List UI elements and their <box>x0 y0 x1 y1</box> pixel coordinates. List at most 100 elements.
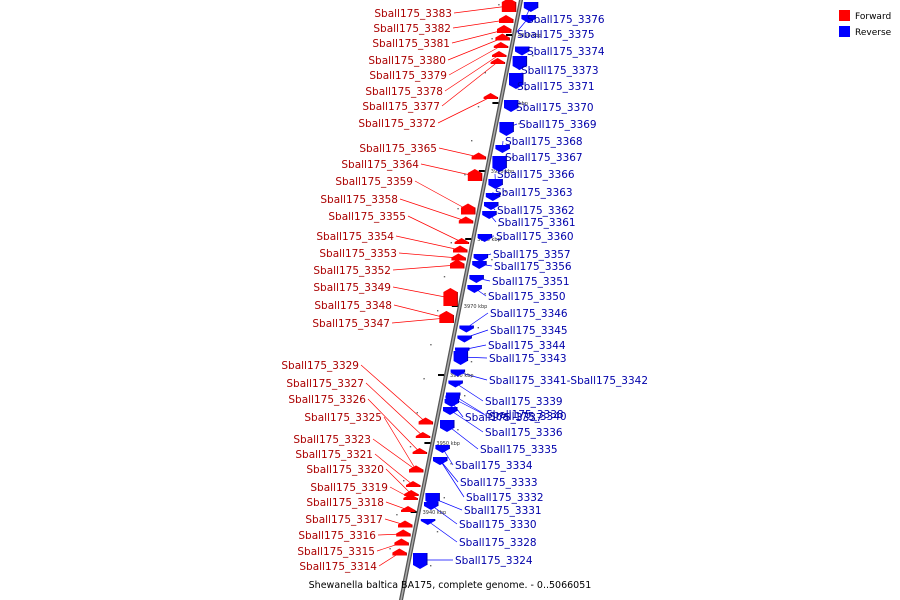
reverse-gene-label[interactable]: Sball175_3368 <box>505 136 583 148</box>
forward-gene-label[interactable]: Sball175_3383 <box>374 8 452 20</box>
forward-gene-label[interactable]: Sball175_3325 <box>304 412 382 424</box>
forward-gene-label[interactable]: Sball175_3317 <box>305 514 383 526</box>
reverse-gene-label[interactable]: Sball175_3356 <box>494 261 572 273</box>
reverse-gene-label[interactable]: Sball175_3338 <box>486 409 564 421</box>
forward-gene-Sball175_3379 <box>493 42 509 48</box>
reverse-gene-label[interactable]: Sball175_3361 <box>498 217 576 229</box>
reverse-gene-label[interactable]: Sball175_3330 <box>459 519 537 531</box>
forward-gene-Sball175_3378 <box>492 51 507 57</box>
forward-gene-label[interactable]: Sball175_3323 <box>293 434 371 446</box>
reverse-gene-label[interactable]: Sball175_3345 <box>490 325 568 337</box>
forward-gene-label[interactable]: Sball175_3358 <box>320 194 398 206</box>
forward-gene-label[interactable]: Sball175_3382 <box>373 23 451 35</box>
legend: Forward Reverse <box>839 10 892 38</box>
forward-gene-label[interactable]: Sball175_3379 <box>369 70 447 82</box>
forward-gene-label[interactable]: Sball175_3326 <box>288 394 366 406</box>
reverse-gene-label[interactable]: Sball175_3376 <box>527 14 605 26</box>
reverse-gene-label[interactable]: Sball175_3333 <box>460 477 538 489</box>
reverse-gene-label[interactable]: Sball175_3362 <box>497 205 575 217</box>
forward-gene-label[interactable]: Sball175_3354 <box>316 231 394 243</box>
forward-gene-label[interactable]: Sball175_3319 <box>310 482 388 494</box>
minor-tick <box>389 548 391 550</box>
leader-line <box>427 520 458 543</box>
scale-tick-label: 4010 kbp <box>518 33 542 39</box>
leader-line <box>399 198 466 222</box>
reverse-gene-label[interactable]: Sball175_3375 <box>517 29 595 41</box>
reverse-gene-Sball175_3343 <box>453 351 469 365</box>
reverse-gene-label[interactable]: Sball175_3360 <box>496 231 574 243</box>
reverse-gene-label[interactable]: Sball175_3370 <box>516 102 594 114</box>
forward-gene-Sball175_3354 <box>453 245 468 253</box>
reverse-gene-label[interactable]: Sball175_3324 <box>455 555 533 567</box>
reverse-gene-label[interactable]: Sball175_3367 <box>505 152 583 164</box>
forward-gene-label[interactable]: Sball175_3347 <box>312 318 390 330</box>
forward-gene-label[interactable]: Sball175_3348 <box>314 300 392 312</box>
reverse-gene-label[interactable]: Sball175_3369 <box>519 119 597 131</box>
forward-gene-label[interactable]: Sball175_3352 <box>313 265 391 277</box>
reverse-gene-label[interactable]: Sball175_3337 <box>465 412 543 424</box>
reverse-gene-label[interactable]: Sball175_3339 <box>485 396 563 408</box>
reverse-gene-label[interactable]: Sball175_3335 <box>480 444 558 456</box>
minor-tick <box>491 259 493 261</box>
reverse-gene-Sball175_3362 <box>484 202 499 210</box>
leader-line <box>447 37 503 61</box>
leader-line <box>395 235 461 251</box>
gene-features <box>392 0 539 569</box>
forward-gene-label[interactable]: Sball175_3314 <box>299 561 377 573</box>
reverse-gene-label[interactable]: Sball175_3336 <box>485 427 563 439</box>
reverse-gene-label[interactable]: Sball175_3357 <box>493 249 571 261</box>
reverse-gene-label[interactable]: Sball175_3328 <box>459 537 537 549</box>
forward-gene-label[interactable]: Sball175_3377 <box>362 101 440 113</box>
forward-gene-label[interactable]: Sball175_3349 <box>313 282 391 294</box>
forward-gene-label[interactable]: Sball175_3355 <box>328 211 406 223</box>
reverse-gene-label[interactable]: Sball175_3340 <box>489 411 567 423</box>
reverse-gene-label[interactable]: Sball175_3374 <box>527 46 605 58</box>
minor-tick <box>477 106 480 108</box>
scale-tick-label: 3990 kbp <box>491 169 515 175</box>
reverse-gene-label[interactable]: Sball175_3332 <box>466 492 544 504</box>
forward-gene-label[interactable]: Sball175_3318 <box>306 497 384 509</box>
forward-gene-label[interactable]: Sball175_3353 <box>319 248 397 260</box>
minor-tick <box>525 89 527 91</box>
reverse-gene-label[interactable]: Sball175_3334 <box>455 460 533 472</box>
forward-gene-Sball175_3365 <box>471 152 487 160</box>
reverse-gene-label[interactable]: Sball175_3373 <box>521 65 599 77</box>
forward-gene-label[interactable]: Sball175_3380 <box>368 55 446 67</box>
reverse-gene-label[interactable]: Sball175_3331 <box>464 505 542 517</box>
forward-gene-label[interactable]: Sball175_3320 <box>306 464 384 476</box>
leader-line <box>441 61 498 107</box>
reverse-gene-label[interactable]: Sball175_3371 <box>517 81 595 93</box>
reverse-gene-label[interactable]: Sball175_3366 <box>497 169 575 181</box>
forward-gene-label[interactable]: Sball175_3365 <box>359 143 437 155</box>
reverse-gene-label[interactable]: Sball175_3343 <box>489 353 567 365</box>
reverse-gene-label[interactable]: Sball175_3351 <box>492 276 570 288</box>
forward-gene-label[interactable]: Sball175_3359 <box>335 176 413 188</box>
scale-tick-label: 3950 kbp <box>436 441 460 447</box>
forward-gene-label[interactable]: Sball175_3364 <box>341 159 419 171</box>
reverse-gene-label[interactable]: Sball175_3344 <box>488 340 566 352</box>
forward-gene-label[interactable]: Sball175_3378 <box>365 86 443 98</box>
forward-gene-label[interactable]: Sball175_3327 <box>286 378 364 390</box>
reverse-gene-label[interactable]: Sball175_3350 <box>488 291 566 303</box>
forward-gene-label[interactable]: Sball175_3381 <box>372 38 450 50</box>
reverse-gene-label[interactable]: Sball175_3346 <box>490 308 568 320</box>
forward-gene-label[interactable]: Sball175_3316 <box>298 530 376 542</box>
leader-line <box>439 459 459 483</box>
leader-line <box>398 252 459 259</box>
reverse-gene-label[interactable]: Sball175_3341-Sball175_3342 <box>489 375 648 387</box>
forward-gene-Sball175_3329 <box>418 417 434 425</box>
leader-line <box>420 163 475 177</box>
reverse-gene-Sball175_3375 <box>521 15 536 23</box>
forward-gene-label[interactable]: Sball175_3321 <box>295 449 373 461</box>
reverse-gene-label[interactable]: Sball175_3363 <box>495 187 573 199</box>
forward-gene-Sball175_3355 <box>454 238 470 244</box>
forward-gene-label[interactable]: Sball175_3315 <box>297 546 375 558</box>
leader-line <box>448 45 501 76</box>
scale-tick-3990: 3990 kbp <box>478 169 515 175</box>
reverse-gene-Sball175_3356 <box>472 261 487 269</box>
forward-gene-label[interactable]: Sball175_3372 <box>358 118 436 130</box>
reverse-gene-Sball175_3336 <box>443 407 458 415</box>
forward-gene-label[interactable]: Sball175_3329 <box>281 360 359 372</box>
forward-gene-Sball175_3359 <box>461 203 476 215</box>
scale-tick-label: 3980 kbp <box>477 237 501 243</box>
